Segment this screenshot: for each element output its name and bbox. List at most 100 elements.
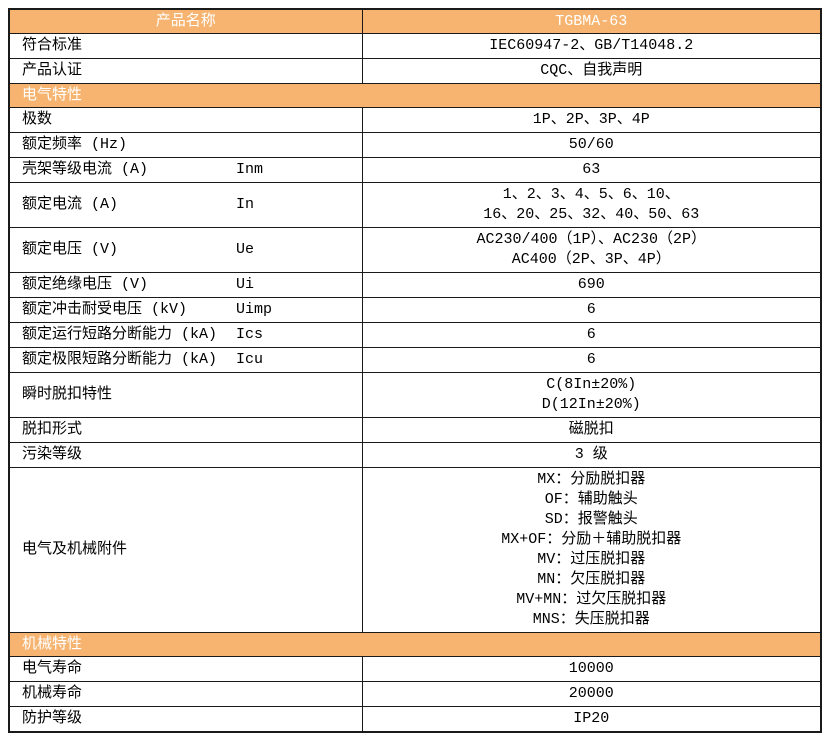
row-value: 1P、2P、3P、4P	[361, 107, 822, 133]
row-label: 额定冲击耐受电压 (kV) Uimp	[8, 297, 363, 323]
product-model-header-cell: TGBMA-63	[361, 8, 822, 34]
row-label-text: 额定频率 (Hz)	[22, 136, 128, 153]
value-line: MNS：失压脱扣器	[532, 611, 650, 628]
row-value: 1、2、3、4、5、6、10、 16、20、25、32、40、50、63	[361, 182, 822, 228]
value-line: AC230/400（1P）、AC230（2P）	[476, 231, 707, 248]
table-row: 额定电流 (A) In 1、2、3、4、5、6、10、 16、20、25、32、40、…	[8, 182, 822, 228]
row-label: 额定运行短路分断能力 (kA) Ics	[8, 322, 363, 348]
row-symbol: In	[236, 196, 255, 213]
row-value: CQC、自我声明	[361, 58, 822, 84]
row-label-text: 电气及机械附件	[22, 541, 128, 558]
value-line: 690	[577, 276, 605, 293]
row-value: IP20	[361, 706, 822, 733]
row-value: 50/60	[361, 132, 822, 158]
value-line: D(12In±20%)	[541, 396, 641, 413]
row-value: IEC60947-2、GB/T14048.2	[361, 33, 822, 59]
value-line: C(8In±20%)	[546, 376, 637, 393]
value-line: OF：辅助触头	[544, 491, 638, 508]
section-title: 机械特性	[8, 632, 822, 657]
row-label: 额定频率 (Hz)	[8, 132, 363, 158]
row-label-text: 额定电压 (V)	[22, 241, 119, 258]
row-value: 20000	[361, 681, 822, 707]
row-label-text: 额定电流 (A)	[22, 196, 119, 213]
table-row: 壳架等级电流 (A) Inm 63	[8, 157, 822, 183]
table-row: 额定极限短路分断能力 (kA) Icu 6	[8, 347, 822, 373]
table-row: 额定频率 (Hz) 50/60	[8, 132, 822, 158]
value-line: 6	[586, 301, 596, 318]
value-line: MV：过压脱扣器	[537, 551, 646, 568]
value-line: MX+OF：分励＋辅助脱扣器	[501, 531, 682, 548]
row-value: 磁脱扣	[361, 417, 822, 443]
row-label-text: 额定冲击耐受电压 (kV)	[22, 301, 188, 318]
row-label-text: 额定极限短路分断能力 (kA)	[22, 351, 218, 368]
row-symbol: Ue	[236, 241, 255, 258]
row-value: 690	[361, 272, 822, 298]
value-line: 10000	[568, 660, 614, 677]
row-label: 脱扣形式	[8, 417, 363, 443]
value-line: MN：欠压脱扣器	[537, 571, 646, 588]
product-header-row: 产品名称 TGBMA-63	[8, 8, 822, 34]
product-name-header-cell: 产品名称	[8, 8, 363, 34]
value-line: CQC、自我声明	[540, 62, 643, 79]
section-header-row: 机械特性	[8, 632, 822, 657]
row-label: 额定电压 (V) Ue	[8, 227, 363, 273]
row-label: 额定绝缘电压 (V) Ui	[8, 272, 363, 298]
row-symbol: Icu	[236, 351, 264, 368]
row-label: 电气及机械附件	[8, 467, 363, 633]
value-line: 磁脱扣	[568, 421, 614, 438]
value-line: 6	[586, 351, 596, 368]
row-label: 产品认证	[8, 58, 363, 84]
row-label-text: 符合标准	[22, 37, 83, 54]
row-value: 63	[361, 157, 822, 183]
row-value: 6	[361, 297, 822, 323]
row-label-text: 防护等级	[22, 710, 83, 727]
table-row: 污染等级 3 级	[8, 442, 822, 468]
row-label: 符合标准	[8, 33, 363, 59]
row-label-text: 额定绝缘电压 (V)	[22, 276, 149, 293]
table-row: 瞬时脱扣特性 C(8In±20%) D(12In±20%)	[8, 372, 822, 418]
table-row: 电气寿命 10000	[8, 656, 822, 682]
value-line: IP20	[573, 710, 610, 727]
table-row: 机械寿命 20000	[8, 681, 822, 707]
row-symbol: Ui	[236, 276, 255, 293]
table-row: 额定冲击耐受电压 (kV) Uimp 6	[8, 297, 822, 323]
table-row: 符合标准 IEC60947-2、GB/T14048.2	[8, 33, 822, 59]
value-line: 1、2、3、4、5、6、10、	[502, 186, 680, 203]
value-line: SD：报警触头	[544, 511, 638, 528]
value-line: 6	[586, 326, 596, 343]
row-value: 6	[361, 347, 822, 373]
row-value: 6	[361, 322, 822, 348]
row-label-text: 瞬时脱扣特性	[22, 386, 113, 403]
value-line: AC400（2P、3P、4P）	[511, 251, 671, 268]
value-line: 63	[582, 161, 601, 178]
value-line: 50/60	[568, 136, 614, 153]
row-label: 极数	[8, 107, 363, 133]
row-label: 瞬时脱扣特性	[8, 372, 363, 418]
spec-table: 产品名称 TGBMA-63 符合标准 IEC60947-2、GB/T14048.2…	[8, 8, 822, 733]
row-label-text: 脱扣形式	[22, 421, 83, 438]
value-line: 20000	[568, 685, 614, 702]
row-label: 电气寿命	[8, 656, 363, 682]
table-row: 脱扣形式 磁脱扣	[8, 417, 822, 443]
value-line: 1P、2P、3P、4P	[532, 111, 650, 128]
row-value: MX：分励脱扣器 OF：辅助触头 SD：报警触头 MX+OF：分励＋辅助脱扣器 MV：过…	[361, 467, 822, 633]
value-line: 3 级	[574, 446, 608, 463]
table-row: 额定电压 (V) Ue AC230/400（1P）、AC230（2P） AC400（2…	[8, 227, 822, 273]
value-line: MX：分励脱扣器	[537, 471, 646, 488]
value-line: MV+MN：过欠压脱扣器	[516, 591, 667, 608]
row-label-text: 污染等级	[22, 446, 83, 463]
row-label: 机械寿命	[8, 681, 363, 707]
table-row: 极数 1P、2P、3P、4P	[8, 107, 822, 133]
row-symbol: Inm	[236, 161, 264, 178]
row-label-text: 壳架等级电流 (A)	[22, 161, 149, 178]
table-row: 额定绝缘电压 (V) Ui 690	[8, 272, 822, 298]
row-value: 10000	[361, 656, 822, 682]
row-label-text: 机械寿命	[22, 685, 83, 702]
section-header-row: 电气特性	[8, 83, 822, 108]
row-label: 额定电流 (A) In	[8, 182, 363, 228]
row-label-text: 产品认证	[22, 62, 83, 79]
row-symbol: Ics	[236, 326, 264, 343]
value-line: IEC60947-2、GB/T14048.2	[489, 37, 694, 54]
table-row: 额定运行短路分断能力 (kA) Ics 6	[8, 322, 822, 348]
